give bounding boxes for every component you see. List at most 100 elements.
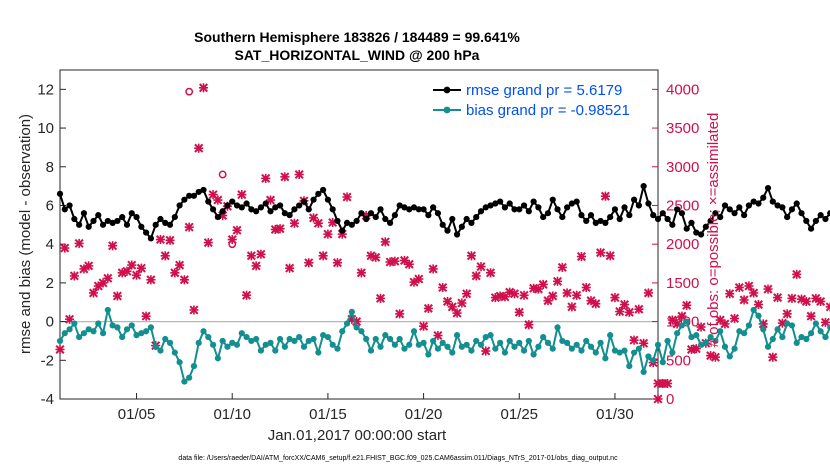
rmse-point [597, 217, 604, 225]
obs-assimilated-marker [753, 299, 764, 310]
rmse-point [276, 202, 284, 209]
rmse-point [750, 198, 757, 205]
bias-point [530, 351, 537, 358]
rmse-point [147, 235, 154, 242]
obs-assimilated-marker [452, 308, 462, 318]
right-tick-label: 1500 [666, 275, 699, 292]
bias-point [248, 337, 255, 345]
obs-assimilated-marker [787, 293, 797, 303]
rmse-point [358, 210, 365, 217]
rmse-point [477, 208, 485, 215]
bias-point [372, 335, 379, 343]
obs-assimilated-marker [562, 288, 572, 298]
rmse-point [430, 204, 437, 211]
bias-point [401, 345, 408, 352]
rmse-point [214, 213, 221, 221]
bias-point [310, 335, 317, 343]
rmse-point [583, 217, 590, 225]
bias-point [296, 333, 303, 341]
rmse-point [181, 196, 188, 203]
bias-point [143, 328, 150, 335]
obs-assimilated-marker [136, 263, 146, 273]
rmse-point [420, 206, 427, 213]
obs-assimilated-marker [591, 299, 601, 309]
obs-assimilated-marker [184, 222, 194, 232]
obs-assimilated-marker [256, 249, 266, 259]
obs-assimilated-marker [581, 282, 591, 293]
obs-assimilated-marker [69, 271, 79, 281]
data-file-footer: data file: /Users/raeder/DAI/ATM_forcXX/… [178, 455, 618, 462]
rmse-point [630, 196, 638, 203]
bias-point [61, 330, 68, 337]
obs-assimilated-marker [801, 296, 811, 307]
obs-assimilated-marker [519, 290, 529, 300]
bias-point [721, 343, 729, 350]
bias-point [578, 347, 585, 354]
bias-point [674, 330, 681, 337]
rmse-point [607, 213, 614, 221]
obs-assimilated-marker [486, 268, 496, 278]
bias-point [468, 347, 475, 354]
obs-assimilated-marker [548, 291, 558, 301]
bias-point [176, 359, 183, 366]
obs-assimilated-marker [198, 83, 209, 93]
left-tick-label: 10 [37, 120, 54, 137]
obs-possible-marker [218, 170, 227, 179]
bias-point [367, 347, 375, 354]
bias-point [253, 335, 260, 343]
rmse-point [702, 223, 709, 230]
bias-point [95, 320, 102, 327]
rmse-point [822, 215, 829, 223]
obs-assimilated-marker [55, 344, 65, 355]
rmse-point [76, 221, 83, 228]
bias-point [186, 374, 193, 381]
bias-point [477, 341, 485, 348]
bias-point [386, 335, 394, 343]
bias-point [597, 339, 604, 346]
rmse-point [764, 184, 772, 192]
bias-point [343, 320, 351, 327]
bias-point [286, 335, 293, 343]
bias-point [171, 349, 178, 356]
bias-point [726, 353, 733, 360]
bias-point [755, 312, 762, 319]
rmse-point [798, 210, 805, 217]
rmse-point [497, 198, 504, 205]
bias-point [492, 345, 499, 352]
bias-point [554, 324, 561, 331]
bias-point [497, 339, 504, 346]
rmse-point [573, 198, 580, 205]
obs-assimilated-marker [175, 260, 185, 270]
rmse-point [224, 202, 231, 209]
rmse-point [415, 206, 422, 213]
bias-point [602, 355, 609, 362]
obs-assimilated-marker [514, 307, 524, 317]
obs-assimilated-marker [643, 288, 653, 298]
bias-point [166, 339, 174, 346]
rmse-point [99, 221, 107, 228]
left-tick-label: 0 [46, 314, 54, 331]
bias-point [549, 345, 556, 352]
obs-assimilated-marker [108, 241, 118, 251]
rmse-point [755, 200, 762, 207]
obs-assimilated-marker [552, 276, 563, 286]
rmse-point [745, 202, 752, 209]
bias-point [415, 341, 422, 348]
obs-assimilated-marker [538, 279, 548, 289]
rmse-point [578, 212, 585, 219]
bias-point [276, 335, 284, 343]
rmse-point [425, 212, 432, 219]
rmse-point [568, 200, 575, 207]
rmse-point [736, 204, 743, 211]
marker-stroke [825, 305, 830, 312]
rmse-point [626, 212, 633, 219]
obs-assimilated-marker [610, 293, 620, 303]
rmse-point [281, 210, 288, 217]
obs-assimilated-marker [155, 234, 166, 245]
rmse-point [123, 221, 131, 228]
rmse-point [535, 204, 542, 211]
obs-assimilated-marker [696, 322, 706, 332]
obs-assimilated-marker [624, 307, 634, 317]
obs-assimilated-marker [289, 218, 299, 228]
